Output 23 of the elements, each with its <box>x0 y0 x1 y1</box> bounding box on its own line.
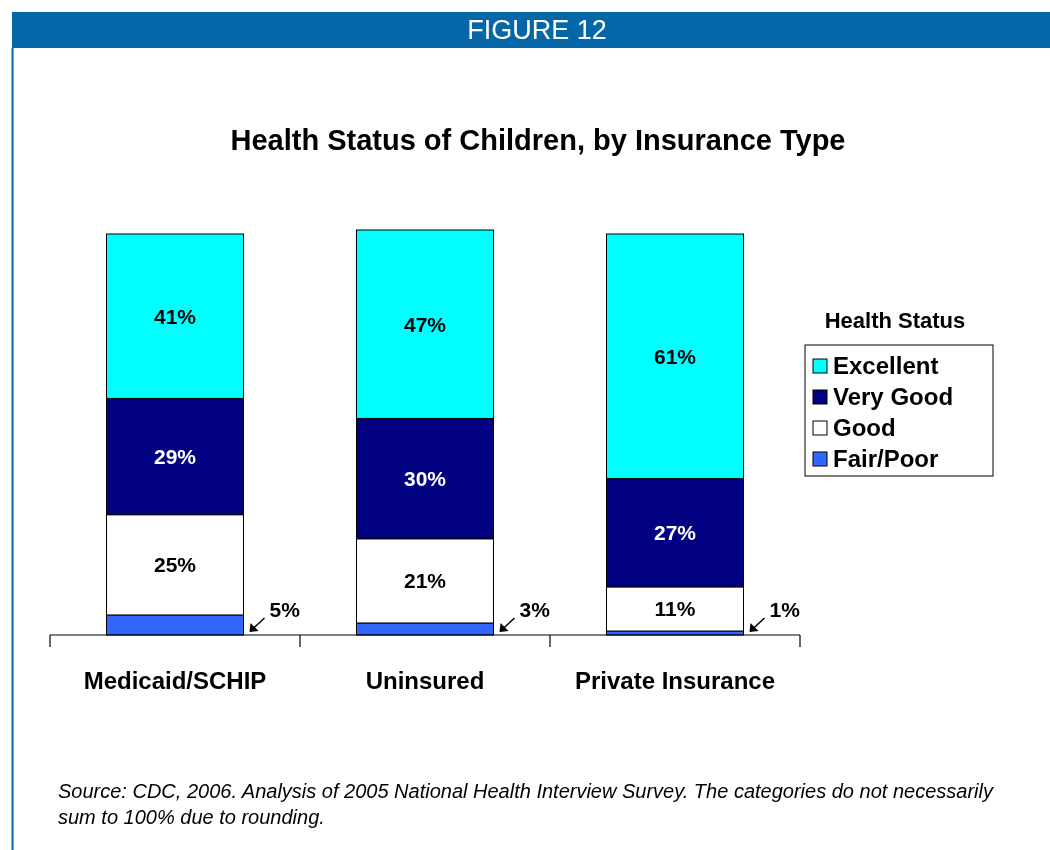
legend-label: Fair/Poor <box>833 445 939 473</box>
data-label: 25% <box>153 553 197 577</box>
source-note: Source: CDC, 2006. Analysis of 2005 National Health Interview Survey. The categories do not necessarily sum to 100% due to rounding. <box>58 779 995 830</box>
chart-title: Health Status of Children, by Insurance Type <box>230 124 846 157</box>
legend-title: Health Status <box>824 307 966 333</box>
x-tick-label: Medicaid/SCHIP <box>83 667 267 695</box>
data-label: 30% <box>403 466 447 490</box>
data-label: 27% <box>653 521 697 545</box>
data-label: 3% <box>519 598 551 622</box>
x-tick-label: Uninsured <box>365 667 485 695</box>
data-label: 21% <box>403 569 447 593</box>
data-label: 1% <box>769 598 801 622</box>
legend-label: Excellent <box>833 352 939 380</box>
data-label: 47% <box>403 312 447 336</box>
data-label: 29% <box>153 444 197 468</box>
data-label: 41% <box>153 304 197 328</box>
data-label: 5% <box>269 598 301 622</box>
x-tick-label: Private Insurance <box>574 667 776 695</box>
data-label: 61% <box>653 344 697 368</box>
caption: FIGURE 12 <box>467 15 607 46</box>
legend-label: Good <box>833 414 896 442</box>
data-label: 11% <box>654 597 696 621</box>
legend-label: Very Good <box>833 383 954 411</box>
